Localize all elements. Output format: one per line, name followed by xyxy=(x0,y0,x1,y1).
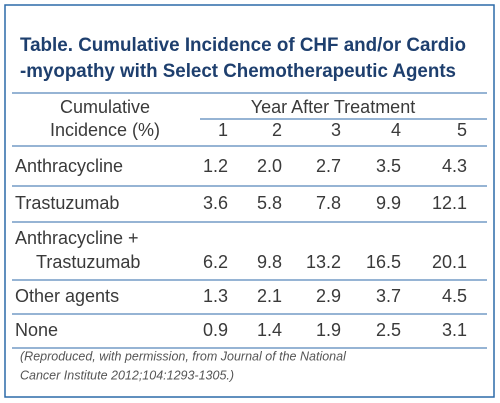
row-header: Cumulative xyxy=(60,97,150,117)
cell-value: 2.1 xyxy=(257,286,282,306)
column-header: 1 xyxy=(218,120,228,140)
column-header: 3 xyxy=(331,120,341,140)
cell-value: 2.5 xyxy=(376,320,401,340)
row-label: Anthracycline + xyxy=(15,228,139,248)
cell-value: 2.7 xyxy=(316,156,341,176)
cell-value: 12.1 xyxy=(432,193,467,213)
cell-value: 3.5 xyxy=(376,156,401,176)
row-label: Trastuzumab xyxy=(36,252,140,272)
footnote-line: (Reproduced, with permission, from Journ… xyxy=(20,349,347,363)
column-group: Year After Treatment xyxy=(251,97,415,117)
cell-value: 7.8 xyxy=(316,193,341,213)
cell-value: 1.4 xyxy=(257,320,282,340)
row-label: Trastuzumab xyxy=(15,193,119,213)
cell-value: 20.1 xyxy=(432,252,467,272)
title-line: Table. Cumulative Incidence of CHF and/o… xyxy=(20,35,466,56)
cell-value: 1.3 xyxy=(203,286,228,306)
column-header: 5 xyxy=(457,120,467,140)
column-header: 4 xyxy=(391,120,401,140)
cell-value: 3.6 xyxy=(203,193,228,213)
cell-value: 1.2 xyxy=(203,156,228,176)
cell-value: 3.7 xyxy=(376,286,401,306)
footnote-line: Cancer Institute 2012;104:1293-1305.) xyxy=(20,368,234,382)
cell-value: 4.3 xyxy=(442,156,467,176)
cell-value: 4.5 xyxy=(442,286,467,306)
cell-value: 16.5 xyxy=(366,252,401,272)
frame xyxy=(4,4,495,398)
row-label: Anthracycline xyxy=(15,156,123,176)
row-label: Other agents xyxy=(15,286,119,306)
cell-value: 0.9 xyxy=(203,320,228,340)
title-line: -myopathy with Select Chemotherapeutic A… xyxy=(20,61,456,82)
row-header: Incidence (%) xyxy=(50,120,160,140)
cell-value: 1.9 xyxy=(316,320,341,340)
cell-value: 6.2 xyxy=(203,252,228,272)
cell-value: 3.1 xyxy=(442,320,467,340)
cell-value: 9.8 xyxy=(257,252,282,272)
cell-value: 2.9 xyxy=(316,286,341,306)
cell-value: 13.2 xyxy=(306,252,341,272)
cell-value: 9.9 xyxy=(376,193,401,213)
row-label: None xyxy=(15,320,58,340)
column-header: 2 xyxy=(272,120,282,140)
cell-value: 2.0 xyxy=(257,156,282,176)
cell-value: 5.8 xyxy=(257,193,282,213)
